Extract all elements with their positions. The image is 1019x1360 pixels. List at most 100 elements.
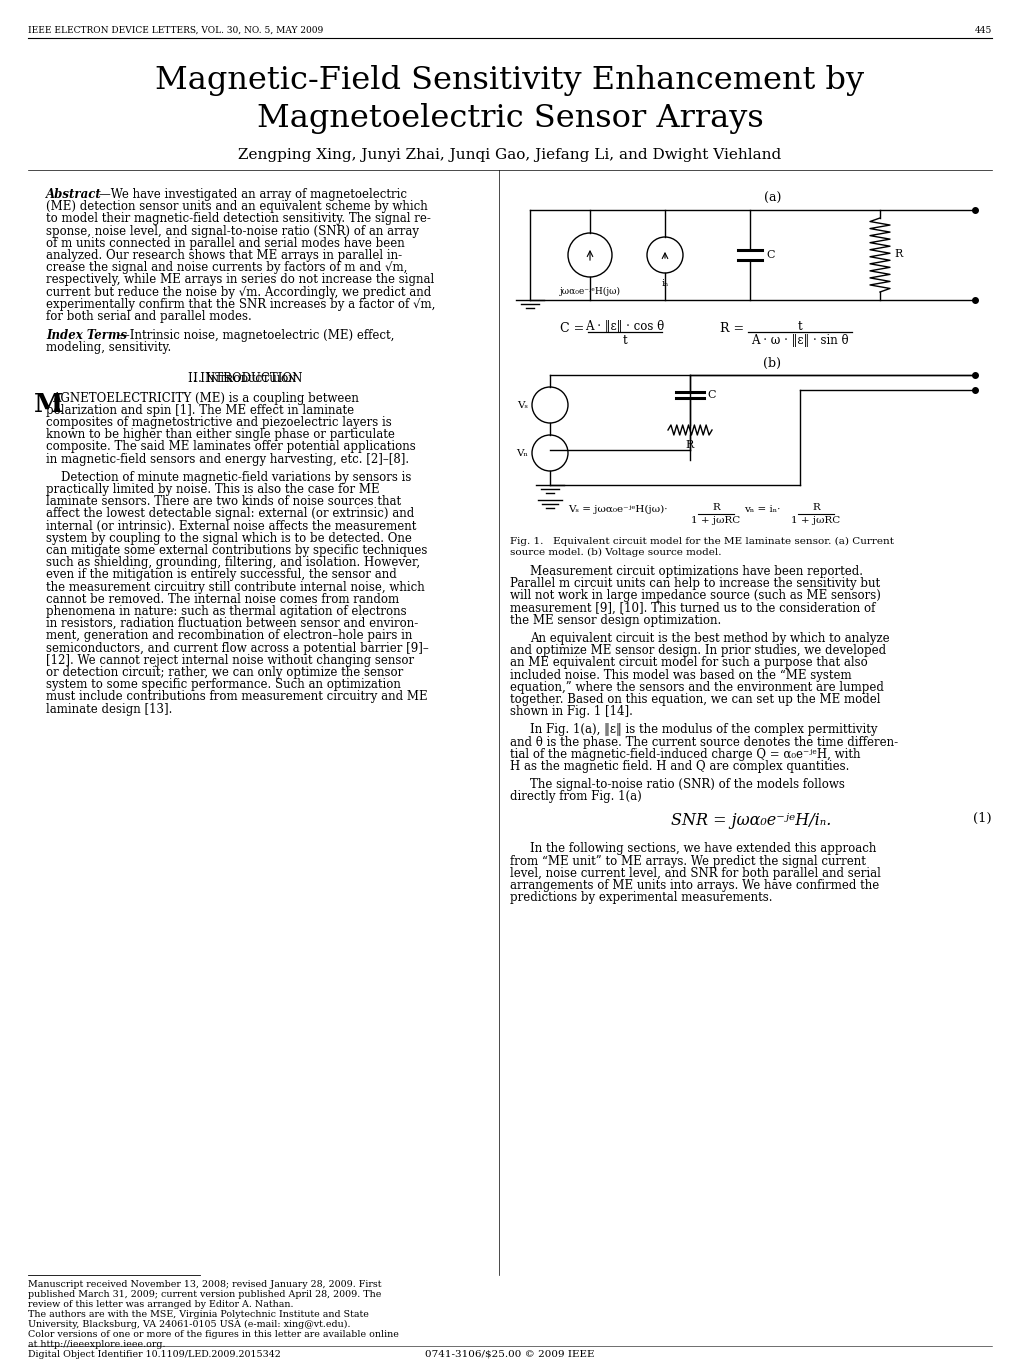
Text: source model. (b) Voltage source model.: source model. (b) Voltage source model. [510,548,720,556]
Text: t: t [797,320,802,333]
Text: of m units connected in parallel and serial modes have been: of m units connected in parallel and ser… [46,237,405,250]
Text: in magnetic-field sensors and energy harvesting, etc. [2]–[8].: in magnetic-field sensors and energy har… [46,453,409,465]
Text: laminate design [13].: laminate design [13]. [46,703,172,715]
Text: R: R [893,249,902,258]
Text: the ME sensor design optimization.: the ME sensor design optimization. [510,613,720,627]
Text: Color versions of one or more of the figures in this letter are available online: Color versions of one or more of the fig… [28,1330,398,1340]
Text: R: R [711,503,719,511]
Text: iₙ: iₙ [660,279,668,288]
Text: AGNETOELECTRICITY (ME) is a coupling between: AGNETOELECTRICITY (ME) is a coupling bet… [52,392,359,405]
Text: Detection of minute magnetic-field variations by sensors is: Detection of minute magnetic-field varia… [61,471,411,484]
Text: SNR = jωα₀e⁻ʲᵉH/iₙ.: SNR = jωα₀e⁻ʲᵉH/iₙ. [671,812,830,830]
Text: experimentally confirm that the SNR increases by a factor of √m,: experimentally confirm that the SNR incr… [46,298,435,311]
Text: I. Iɴᴛʀᴏᴅᴜᴄᴛɯᴏɴ: I. Iɴᴛʀᴏᴅᴜᴄᴛɯᴏɴ [194,371,297,385]
Text: can mitigate some external contributions by specific techniques: can mitigate some external contributions… [46,544,427,558]
Text: 445: 445 [974,26,991,35]
Text: modeling, sensitivity.: modeling, sensitivity. [46,341,171,355]
Text: at http://ieeexplore.ieee.org.: at http://ieeexplore.ieee.org. [28,1340,165,1349]
Text: together. Based on this equation, we can set up the ME model: together. Based on this equation, we can… [510,694,879,706]
Text: Fig. 1.   Equivalent circuit model for the ME laminate sensor. (a) Current: Fig. 1. Equivalent circuit model for the… [510,537,893,547]
Text: sponse, noise level, and signal-to-noise ratio (SNR) of an array: sponse, noise level, and signal-to-noise… [46,224,419,238]
Text: to model their magnetic-field detection sensitivity. The signal re-: to model their magnetic-field detection … [46,212,430,226]
Text: predictions by experimental measurements.: predictions by experimental measurements… [510,891,771,904]
Text: C =: C = [559,322,584,335]
Text: —Intrinsic noise, magnetoelectric (ME) effect,: —Intrinsic noise, magnetoelectric (ME) e… [118,329,394,343]
Text: An equivalent circuit is the best method by which to analyze: An equivalent circuit is the best method… [530,632,889,645]
Text: (1): (1) [972,812,991,826]
Text: or detection circuit; rather, we can only optimize the sensor: or detection circuit; rather, we can onl… [46,666,403,679]
Text: The authors are with the MSE, Virginia Polytechnic Institute and State: The authors are with the MSE, Virginia P… [28,1310,369,1319]
Text: the measurement circuitry still contribute internal noise, which: the measurement circuitry still contribu… [46,581,424,593]
Text: shown in Fig. 1 [14].: shown in Fig. 1 [14]. [510,706,632,718]
Text: for both serial and parallel modes.: for both serial and parallel modes. [46,310,252,324]
Text: directly from Fig. 1(a): directly from Fig. 1(a) [510,790,641,804]
Text: Manuscript received November 13, 2008; revised January 28, 2009. First: Manuscript received November 13, 2008; r… [28,1280,381,1289]
Text: from “ME unit” to ME arrays. We predict the signal current: from “ME unit” to ME arrays. We predict … [510,854,865,868]
Text: arrangements of ME units into arrays. We have confirmed the: arrangements of ME units into arrays. We… [510,879,878,892]
Text: Vₛ = jωα₀e⁻ʲᵉH(jω)·: Vₛ = jωα₀e⁻ʲᵉH(jω)· [568,505,666,514]
Text: equation,” where the sensors and the environment are lumped: equation,” where the sensors and the env… [510,681,883,694]
Text: and θ is the phase. The current source denotes the time differen-: and θ is the phase. The current source d… [510,736,898,748]
Text: level, noise current level, and SNR for both parallel and serial: level, noise current level, and SNR for … [510,866,880,880]
Text: Magnetic-Field Sensitivity Enhancement by: Magnetic-Field Sensitivity Enhancement b… [155,65,864,97]
Text: such as shielding, grounding, filtering, and isolation. However,: such as shielding, grounding, filtering,… [46,556,420,570]
Text: review of this letter was arranged by Editor A. Nathan.: review of this letter was arranged by Ed… [28,1300,293,1308]
Text: polarization and spin [1]. The ME effect in laminate: polarization and spin [1]. The ME effect… [46,404,354,416]
Text: practically limited by noise. This is also the case for ME: practically limited by noise. This is al… [46,483,379,496]
Text: R: R [685,441,694,450]
Text: Parallel m circuit units can help to increase the sensitivity but: Parallel m circuit units can help to inc… [510,577,879,590]
Text: analyzed. Our research shows that ME arrays in parallel in-: analyzed. Our research shows that ME arr… [46,249,401,262]
Text: A · ω · ‖ε‖ · sin θ: A · ω · ‖ε‖ · sin θ [750,335,848,347]
Text: (ME) detection sensor units and an equivalent scheme by which: (ME) detection sensor units and an equiv… [46,200,427,214]
Text: [12]. We cannot reject internal noise without changing sensor: [12]. We cannot reject internal noise wi… [46,654,414,666]
Text: University, Blacksburg, VA 24061-0105 USA (e-mail: xing@vt.edu).: University, Blacksburg, VA 24061-0105 US… [28,1321,351,1329]
Text: 1 + jωRC: 1 + jωRC [691,515,740,525]
Text: cannot be removed. The internal noise comes from random: cannot be removed. The internal noise co… [46,593,398,605]
Text: C: C [706,390,714,400]
Text: will not work in large impedance source (such as ME sensors): will not work in large impedance source … [510,589,880,602]
Text: respectively, while ME arrays in series do not increase the signal: respectively, while ME arrays in series … [46,273,434,287]
Text: (a): (a) [763,192,781,205]
Text: R: R [811,503,819,511]
Text: included noise. This model was based on the “ME system: included noise. This model was based on … [510,669,851,681]
Text: 1 + jωRC: 1 + jωRC [791,515,840,525]
Text: vₙ = iₙ·: vₙ = iₙ· [743,505,780,514]
Text: jωα₀e⁻ʲᵉH(jω): jωα₀e⁻ʲᵉH(jω) [559,287,620,296]
Text: system to some specific performance. Such an optimization: system to some specific performance. Suc… [46,679,400,691]
Text: tial of the magnetic-field-induced charge Q = α₀e⁻ʲᵉH, with: tial of the magnetic-field-induced charg… [510,748,860,760]
Text: H as the magnetic field. H and Q are complex quantities.: H as the magnetic field. H and Q are com… [510,760,849,772]
Text: current but reduce the noise by √m. Accordingly, we predict and: current but reduce the noise by √m. Acco… [46,286,431,299]
Text: (b): (b) [763,356,781,370]
Text: ment, generation and recombination of electron–hole pairs in: ment, generation and recombination of el… [46,630,412,642]
Text: composites of magnetostrictive and piezoelectric layers is: composites of magnetostrictive and piezo… [46,416,391,428]
Text: phenomena in nature: such as thermal agitation of electrons: phenomena in nature: such as thermal agi… [46,605,407,617]
Text: internal (or intrinsic). External noise affects the measurement: internal (or intrinsic). External noise … [46,520,416,533]
Text: known to be higher than either single phase or particulate: known to be higher than either single ph… [46,428,394,441]
Text: published March 31, 2009; current version published April 28, 2009. The: published March 31, 2009; current versio… [28,1291,381,1299]
Text: R =: R = [719,322,744,335]
Text: in resistors, radiation fluctuation between sensor and environ-: in resistors, radiation fluctuation betw… [46,617,418,630]
Text: The signal-to-noise ratio (SNR) of the models follows: The signal-to-noise ratio (SNR) of the m… [530,778,844,792]
Text: A · ‖ε‖ · cos θ: A · ‖ε‖ · cos θ [585,320,664,333]
Text: system by coupling to the signal which is to be detected. One: system by coupling to the signal which i… [46,532,412,545]
Text: Digital Object Identifier 10.1109/LED.2009.2015342: Digital Object Identifier 10.1109/LED.20… [28,1350,280,1359]
Text: In the following sections, we have extended this approach: In the following sections, we have exten… [530,842,875,855]
Text: I. INTRODUCTION: I. INTRODUCTION [187,371,302,385]
Text: laminate sensors. There are two kinds of noise sources that: laminate sensors. There are two kinds of… [46,495,400,509]
Text: affect the lowest detectable signal: external (or extrinsic) and: affect the lowest detectable signal: ext… [46,507,414,521]
Text: measurement [9], [10]. This turned us to the consideration of: measurement [9], [10]. This turned us to… [510,601,874,615]
Text: composite. The said ME laminates offer potential applications: composite. The said ME laminates offer p… [46,441,416,453]
Text: even if the mitigation is entirely successful, the sensor and: even if the mitigation is entirely succe… [46,568,396,582]
Text: an ME equivalent circuit model for such a purpose that also: an ME equivalent circuit model for such … [510,657,867,669]
Text: t: t [622,335,627,347]
Text: Zengping Xing, Junyi Zhai, Junqi Gao, Jiefang Li, and Dwight Viehland: Zengping Xing, Junyi Zhai, Junqi Gao, Ji… [238,148,781,162]
Text: —We have investigated an array of magnetoelectric: —We have investigated an array of magnet… [99,188,407,201]
Text: and optimize ME sensor design. In prior studies, we developed: and optimize ME sensor design. In prior … [510,645,886,657]
Text: must include contributions from measurement circuitry and ME: must include contributions from measurem… [46,691,427,703]
Text: Measurement circuit optimizations have been reported.: Measurement circuit optimizations have b… [530,564,862,578]
Text: semiconductors, and current flow across a potential barrier [9]–: semiconductors, and current flow across … [46,642,428,654]
Text: IEEE ELECTRON DEVICE LETTERS, VOL. 30, NO. 5, MAY 2009: IEEE ELECTRON DEVICE LETTERS, VOL. 30, N… [28,26,323,35]
Text: C: C [765,250,773,260]
Text: Vₛ: Vₛ [517,400,528,409]
Text: M: M [34,392,63,416]
